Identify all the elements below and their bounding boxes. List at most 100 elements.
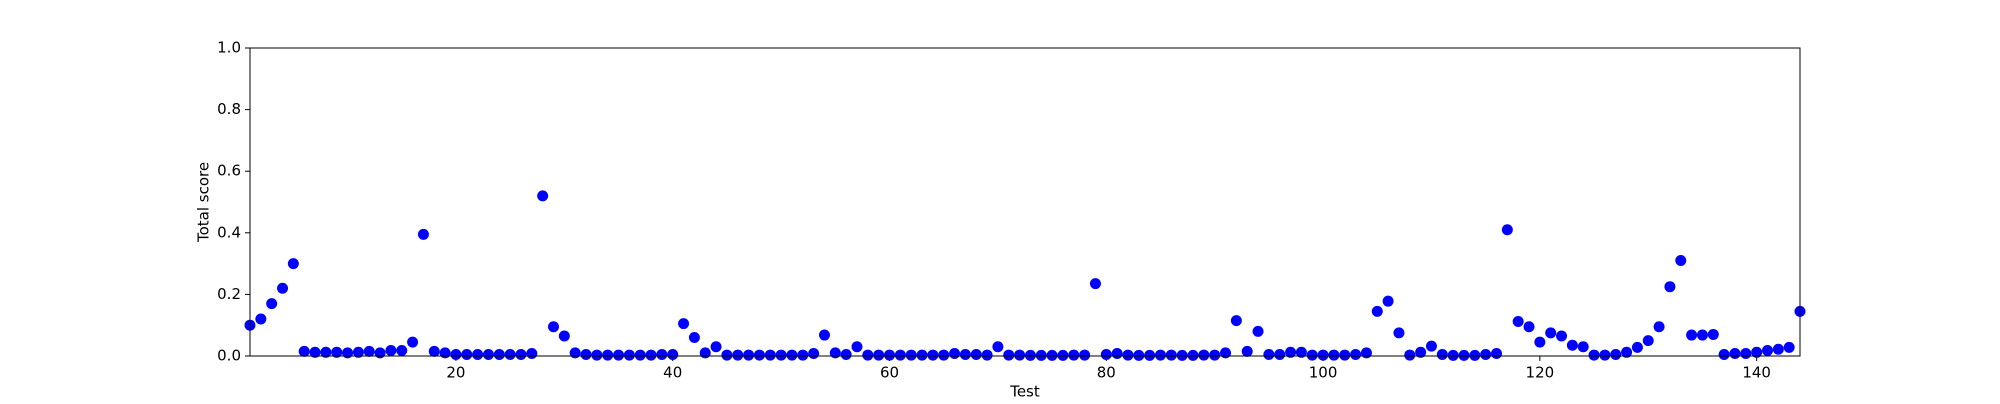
x-tick-label: 100 [1309,364,1338,382]
point [331,346,343,358]
point [277,282,289,294]
point [1328,349,1340,361]
point [363,345,375,357]
point [569,347,581,359]
point [1642,335,1654,347]
x-tick-label: 120 [1526,364,1555,382]
point [862,349,874,361]
point [504,348,516,360]
point [1436,348,1448,360]
point [309,346,321,358]
point [1079,349,1091,361]
point [1350,348,1362,360]
point [493,348,505,360]
point [1740,348,1752,360]
point [602,349,614,361]
point [1068,349,1080,361]
plot-frame [249,47,1801,357]
point [710,341,722,353]
point [461,348,473,360]
point [1089,278,1101,290]
point [645,349,657,361]
point [1404,349,1416,361]
point [1176,349,1188,361]
point [428,345,440,357]
point [526,348,538,360]
point [808,348,820,360]
point [927,349,939,361]
y-tick-label: 0.8 [217,100,241,118]
point [1111,348,1123,360]
point [1339,349,1351,361]
point [1577,341,1589,353]
x-tick-label: 140 [1742,364,1771,382]
point [699,347,711,359]
point [1371,305,1383,317]
point [1133,349,1145,361]
y-tick-label: 0.4 [217,223,241,241]
point [1393,327,1405,339]
point [537,190,549,202]
point [1480,348,1492,360]
point [352,346,364,358]
point [287,258,299,270]
point [1295,346,1307,358]
point [873,349,885,361]
point [732,349,744,361]
point [591,349,603,361]
point [1274,348,1286,360]
x-axis-label: Test [1009,383,1040,401]
point [884,349,896,361]
point [721,349,733,361]
point [1545,327,1557,339]
point [1230,315,1242,327]
point [970,348,982,360]
point [634,349,646,361]
x-tick-label: 80 [1097,364,1116,382]
point [1729,348,1741,360]
point [374,347,386,359]
point [1707,328,1719,340]
point [417,228,429,240]
point [959,348,971,360]
y-axis-label: Total score [195,162,213,243]
point [1686,329,1698,341]
point [1599,349,1611,361]
point [1122,349,1134,361]
point [818,329,830,341]
point [1512,316,1524,328]
x-tick-label: 20 [446,364,465,382]
point [580,348,592,360]
point [764,349,776,361]
point [1209,349,1221,361]
point [472,348,484,360]
point [1534,336,1546,348]
point [688,332,700,344]
point [840,348,852,360]
point [1566,339,1578,351]
point [1024,349,1036,361]
point [851,341,863,353]
point [1285,346,1297,358]
point [1187,349,1199,361]
point [1306,349,1318,361]
point [482,348,494,360]
point [1447,349,1459,361]
point [266,298,278,310]
x-tick-label: 60 [880,364,899,382]
point [1165,349,1177,361]
point [938,349,950,361]
point [1317,349,1329,361]
y-tick-label: 1.0 [217,39,241,57]
y-tick-label: 0.2 [217,285,241,303]
point [320,346,332,358]
point [1046,349,1058,361]
point [1772,343,1784,355]
point [1783,341,1795,353]
point [396,344,408,356]
point [1154,349,1166,361]
point [894,349,906,361]
point [949,348,961,360]
point [743,349,755,361]
point [547,321,559,333]
